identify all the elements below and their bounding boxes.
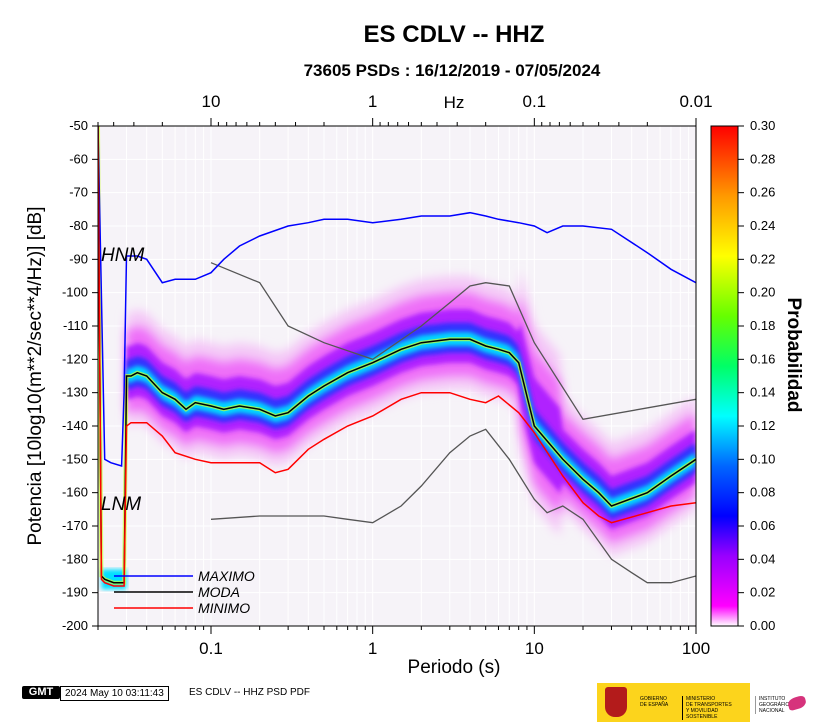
colorbar	[710, 125, 739, 627]
hnm-label: HNM	[101, 245, 144, 266]
series-line-maximo	[98, 126, 696, 468]
ppsd-figure: ES CDLV -- HHZ 73605 PSDs : 16/12/2019 -…	[25, 21, 804, 678]
y-axis-label: Potencia [10log10(m**2/sec**4/Hz)] [dB]	[25, 206, 46, 545]
top-axis: 10 1 0.1 0.01	[97, 92, 713, 126]
legend-label-maximo: MAXIMO	[198, 568, 255, 584]
series-line-moda	[98, 126, 696, 584]
colorbar-tick-label: 0.08	[750, 485, 775, 500]
y-tick-label: -50	[69, 118, 88, 133]
legend-label-minimo: MINIMO	[198, 600, 250, 616]
x-tick-label: 10	[525, 639, 544, 658]
y-tick-label: -90	[69, 251, 88, 266]
top-axis-label: Hz	[444, 93, 465, 112]
y-tick-label: -150	[62, 451, 88, 466]
top-tick-label: 0.01	[679, 92, 712, 111]
colorbar-tick-label: 0.10	[750, 451, 775, 466]
density-band-purple	[126, 309, 696, 530]
coat-of-arms-icon	[605, 687, 627, 717]
lnm-label: LNM	[101, 494, 141, 515]
government-banner: GOBIERNO DE ESPAÑA MINISTERIO DE TRANSPO…	[597, 683, 750, 722]
y-tick-label: -120	[62, 351, 88, 366]
noise-model-lnm	[210, 428, 696, 584]
y-tick-label: -200	[62, 618, 88, 633]
x-tick-label: 1	[368, 639, 377, 658]
colorbar-tick-label: 0.14	[750, 385, 775, 400]
colorbar-tick-label: 0.06	[750, 518, 775, 533]
x-axis-label: Periodo (s)	[408, 657, 501, 678]
plot-frame	[97, 125, 697, 627]
chart-title: ES CDLV -- HHZ	[364, 21, 545, 48]
y-tick-label: -60	[69, 151, 88, 166]
colorbar-tick-label: 0.02	[750, 585, 775, 600]
colorbar-tick-label: 0.18	[750, 318, 775, 333]
colorbar-tick-label: 0.12	[750, 418, 775, 433]
ign-banner: INSTITUTO GEOGRÁFICO NACIONAL	[750, 683, 824, 722]
series-line-minimo	[98, 126, 696, 587]
ministry-text: MINISTERIO DE TRANSPORTES Y MOVILIDAD SO…	[682, 696, 750, 720]
colorbar-tick-label: 0.24	[750, 218, 775, 233]
x-axis: 0.1 1 10 100	[97, 626, 710, 658]
top-tick-label: 1	[368, 92, 377, 111]
y-tick-label: -70	[69, 185, 88, 200]
colorbar-tick-label: 0.00	[750, 618, 775, 633]
ign-text: INSTITUTO GEOGRÁFICO NACIONAL	[755, 696, 793, 714]
noise-model-hnm	[210, 262, 696, 421]
y-tick-label: -130	[62, 385, 88, 400]
x-tick-label: 100	[682, 639, 710, 658]
timestamp: 2024 May 10 03:11:43	[60, 686, 169, 701]
legend-label-moda: MODA	[198, 584, 240, 600]
colorbar-tick-label: 0.20	[750, 285, 775, 300]
y-axis: -50 -60 -70 -80 -90 -100 -110 -120 -130 -140 -150 -…	[62, 118, 98, 633]
footer: GMT 2024 May 10 03:11:43 ES CDLV -- HHZ …	[0, 683, 824, 722]
y-tick-label: -110	[63, 318, 88, 333]
plot-label: ES CDLV -- HHZ PSD PDF	[189, 687, 310, 698]
y-tick-label: -180	[62, 551, 88, 566]
y-tick-label: -80	[69, 218, 88, 233]
government-text: GOBIERNO DE ESPAÑA	[640, 696, 669, 708]
colorbar-tick-label: 0.26	[750, 185, 775, 200]
y-tick-label: -100	[62, 285, 88, 300]
legend: MAXIMO MODA MINIMO	[114, 568, 255, 616]
colorbar-tick-label: 0.16	[750, 351, 775, 366]
colorbar-tick-label: 0.22	[750, 251, 775, 266]
y-tick-label: -190	[62, 585, 88, 600]
y-tick-label: -170	[62, 518, 88, 533]
top-tick-label: 10	[202, 92, 221, 111]
colorbar-ticks: 0.00 0.02 0.04 0.06 0.08 0.10 0.12 0.14 0.16 0.18…	[738, 118, 775, 633]
top-tick-label: 0.1	[523, 92, 547, 111]
x-tick-label: 0.1	[199, 639, 223, 658]
gmt-logo: GMT	[22, 686, 60, 699]
colorbar-tick-label: 0.04	[750, 551, 775, 566]
colorbar-tick-label: 0.28	[750, 151, 775, 166]
colorbar-tick-label: 0.30	[750, 118, 775, 133]
chart-subtitle: 73605 PSDs : 16/12/2019 - 07/05/2024	[304, 61, 601, 80]
y-tick-label: -140	[62, 418, 88, 433]
y-tick-label: -160	[62, 485, 88, 500]
colorbar-label: Probabilidad	[783, 297, 804, 412]
series-lines	[98, 126, 696, 587]
